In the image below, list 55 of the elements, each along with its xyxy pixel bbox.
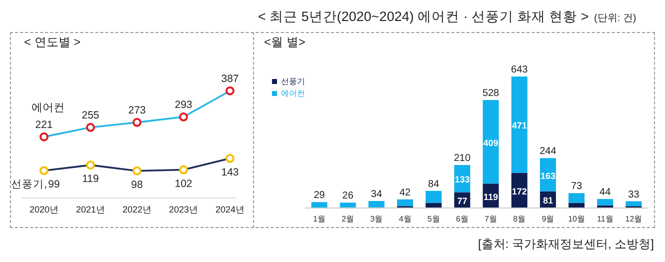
data-label: 119 [484,192,498,202]
data-label: 163 [540,170,556,181]
total-label: 42 [399,187,412,198]
data-label: 133 [454,174,470,185]
total-label: 528 [482,88,500,100]
x-tick-label: 12월 [625,214,642,224]
x-tick-label: 5월 [427,214,440,224]
data-label: 99 [48,178,60,191]
data-label: 273 [128,104,146,116]
data-label: 98 [131,178,143,191]
data-label: 77 [457,196,468,206]
total-label: 33 [628,189,640,200]
legend-label: 선풍기 [281,77,305,86]
total-label: 84 [428,178,440,190]
data-label: 143 [221,166,239,178]
total-label: 210 [454,153,471,164]
chart-subtitle: (단위: 건) [594,12,636,25]
x-tick-label: 2024년 [215,204,245,214]
data-label: 172 [512,186,527,196]
x-tick-label: 2월 [342,214,354,224]
x-tick-label: 3월 [370,214,383,224]
total-label: 34 [370,189,382,200]
data-label: 119 [82,173,100,186]
data-label: 293 [174,98,192,111]
x-tick-label: 2022년 [122,204,152,214]
x-tick-label: 7월 [484,214,498,224]
x-tick-label: 2020년 [29,204,59,214]
text: [출처: 국가화재정보센터, 소방청] [478,236,654,253]
x-tick-label: 6월 [456,214,468,224]
x-tick-label: 10월 [568,214,585,224]
chart-title: < 최근 5년간(2020~2024) 에어컨 · 선풍기 화재 현황 > [258,8,589,26]
data-label: 221 [35,118,53,131]
data-label: 471 [512,120,527,131]
data-label: 81 [542,196,553,206]
data-label: 409 [483,138,498,148]
x-tick-label: 4월 [398,214,412,224]
text: <월 별> [264,34,306,51]
x-tick-label: 11월 [596,214,614,224]
data-label: 102 [174,178,192,190]
total-label: 244 [540,146,557,158]
total-label: 29 [314,190,326,202]
total-label: 643 [511,64,528,76]
x-tick-label: 9월 [542,214,554,224]
x-tick-label: 2023년 [168,204,198,214]
data-label: 387 [221,72,239,85]
series-label: 에어컨 [32,102,64,114]
x-tick-label: 1월 [313,214,326,224]
text: < 연도별 > [24,34,82,51]
total-label: 44 [600,187,612,198]
x-tick-label: 2021년 [76,204,106,214]
x-tick-label: 8월 [513,214,526,224]
total-label: 26 [342,190,354,202]
legend-label: 에어컨 [281,89,305,98]
data-label: 255 [82,109,100,122]
total-label: 73 [570,181,583,192]
